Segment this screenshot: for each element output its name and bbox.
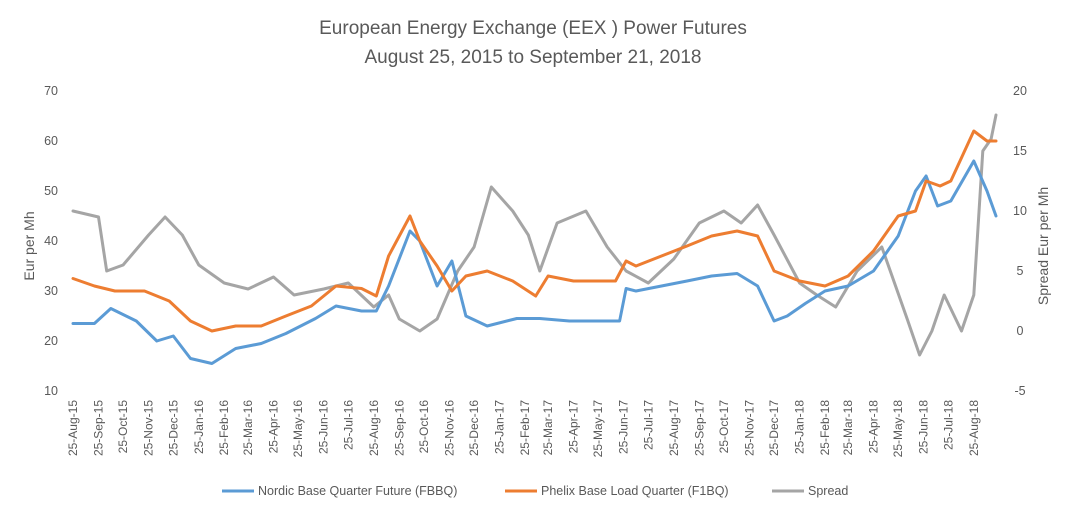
legend-label-1: Phelix Base Load Quarter (F1BQ) xyxy=(541,484,729,498)
x-tick-label: 25-Jan-17 xyxy=(493,400,507,454)
y-tick-label: 30 xyxy=(44,284,58,298)
x-tick-label: 25-Dec-15 xyxy=(166,400,180,456)
legend-label-0: Nordic Base Quarter Future (FBBQ) xyxy=(258,484,457,498)
x-tick-label: 25-Sep-16 xyxy=(392,400,406,456)
x-tick-label: 25-Aug-16 xyxy=(367,400,381,456)
legend: Nordic Base Quarter Future (FBBQ) Phelix … xyxy=(222,484,848,498)
x-tick-label: 25-Oct-16 xyxy=(417,400,431,454)
y-tick-label: 20 xyxy=(44,334,58,348)
x-tick-label: 25-Aug-17 xyxy=(667,400,681,456)
x-tick-label: 25-Apr-18 xyxy=(867,400,881,454)
x-tick-label: 25-Jul-18 xyxy=(941,400,955,450)
x-tick-label: 25-Sep-15 xyxy=(91,400,105,456)
legend-label-2: Spread xyxy=(808,484,848,498)
x-tick-label: 25-Feb-16 xyxy=(217,400,231,456)
x-tick-label: 25-Oct-15 xyxy=(116,400,130,454)
x-tick-label: 25-Aug-18 xyxy=(967,400,981,456)
series-line-2 xyxy=(71,113,998,357)
x-axis-ticks: 25-Aug-15 25-Sep-15 25-Oct-15 25-Nov-15 25-D… xyxy=(66,400,981,458)
x-tick-label: 25-Jun-18 xyxy=(917,400,931,454)
y-tick-label: 40 xyxy=(44,234,58,248)
x-tick-label: 25-Jul-17 xyxy=(641,400,655,450)
x-tick-label: 25-Nov-15 xyxy=(142,400,156,456)
series-layer xyxy=(71,113,998,365)
y-tick-label: 10 xyxy=(44,384,58,398)
x-tick-label: 25-Mar-16 xyxy=(241,400,255,456)
x-tick-label: 25-Jun-16 xyxy=(317,400,331,454)
y-axis-label: Eur per Mh xyxy=(21,211,37,280)
y2-tick-label: 5 xyxy=(1017,264,1024,278)
chart-subtitle: August 25, 2015 to September 21, 2018 xyxy=(365,47,702,68)
x-tick-label: 25-Feb-17 xyxy=(518,400,532,456)
y-tick-label: 60 xyxy=(44,134,58,148)
y2-axis-ticks: -5 0 5 10 15 20 xyxy=(1013,84,1027,398)
chart-title: European Energy Exchange (EEX ) Power Fu… xyxy=(319,18,747,39)
x-tick-label: 25-Mar-18 xyxy=(841,400,855,456)
y2-tick-label: 10 xyxy=(1013,204,1027,218)
x-tick-label: 25-Apr-16 xyxy=(267,400,281,454)
y2-tick-label: 0 xyxy=(1017,324,1024,338)
x-tick-label: 25-May-18 xyxy=(891,400,905,458)
x-tick-label: 25-May-17 xyxy=(591,400,605,458)
x-tick-label: 25-Dec-16 xyxy=(467,400,481,456)
x-tick-label: 25-Jan-18 xyxy=(793,400,807,454)
x-tick-label: 25-Jul-16 xyxy=(341,400,355,450)
x-tick-label: 25-Sep-17 xyxy=(692,400,706,456)
x-tick-label: 25-Mar-17 xyxy=(541,400,555,456)
x-tick-label: 25-Dec-17 xyxy=(767,400,781,456)
y2-axis-label: Spread Eur per Mh xyxy=(1035,187,1051,305)
y2-tick-label: 15 xyxy=(1013,144,1027,158)
x-tick-label: 25-Feb-18 xyxy=(818,400,832,456)
x-tick-label: 25-Apr-17 xyxy=(567,400,581,454)
y-axis-ticks: 10 20 30 40 50 60 70 xyxy=(44,84,58,398)
x-tick-label: 25-Jun-17 xyxy=(617,400,631,454)
x-tick-label: 25-May-16 xyxy=(291,400,305,458)
x-tick-label: 25-Oct-17 xyxy=(717,400,731,454)
x-tick-label: 25-Jan-16 xyxy=(192,400,206,454)
x-tick-label: 25-Nov-17 xyxy=(742,400,756,456)
x-tick-label: 25-Aug-15 xyxy=(66,400,80,456)
y-tick-label: 50 xyxy=(44,184,58,198)
y2-tick-label: -5 xyxy=(1014,384,1025,398)
y-tick-label: 70 xyxy=(44,84,58,98)
x-tick-label: 25-Nov-16 xyxy=(442,400,456,456)
series-line-0 xyxy=(71,159,998,365)
series-line-1 xyxy=(71,129,998,333)
y2-tick-label: 20 xyxy=(1013,84,1027,98)
